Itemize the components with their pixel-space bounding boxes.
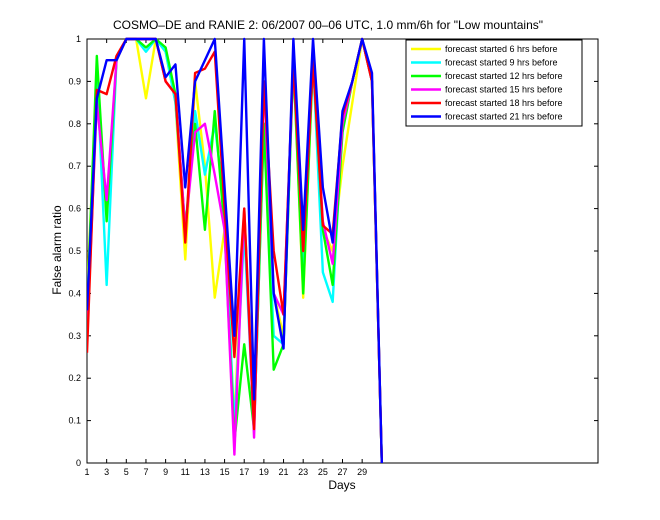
x-tick-label: 29 bbox=[357, 467, 367, 477]
x-tick-label: 23 bbox=[298, 467, 308, 477]
x-tick-label: 7 bbox=[143, 467, 148, 477]
legend-entry-label: forecast started 12 hrs before bbox=[445, 71, 563, 81]
chart-title: COSMO–DE and RANIE 2: 06/2007 00–06 UTC,… bbox=[113, 18, 543, 32]
legend-entry-label: forecast started 6 hrs before bbox=[445, 44, 558, 54]
x-axis-label: Days bbox=[328, 478, 355, 492]
legend-box bbox=[405, 39, 583, 127]
x-tick-label: 5 bbox=[124, 467, 129, 477]
series-lines bbox=[87, 37, 384, 463]
y-axis-label: False alarm ratio bbox=[50, 205, 64, 295]
y-tick-label: 0.8 bbox=[68, 119, 81, 129]
y-tick-label: 1 bbox=[76, 34, 81, 44]
legend-entry-label: forecast started 21 hrs before bbox=[445, 112, 563, 122]
y-tick-label: 0.3 bbox=[68, 331, 81, 341]
x-tick-label: 13 bbox=[200, 467, 210, 477]
x-tick-label: 9 bbox=[163, 467, 168, 477]
y-tick-label: 0.4 bbox=[68, 288, 81, 298]
y-tick-label: 0.7 bbox=[68, 161, 81, 171]
x-tick-label: 27 bbox=[337, 467, 347, 477]
x-tick-label: 11 bbox=[181, 467, 190, 477]
series-line-5 bbox=[87, 37, 384, 463]
legend-entry-label: forecast started 18 hrs before bbox=[445, 98, 563, 108]
y-tick-label: 0.2 bbox=[68, 373, 81, 383]
legend-entry-label: forecast started 15 hrs before bbox=[445, 85, 563, 95]
y-tick-label: 0 bbox=[76, 458, 81, 468]
legend-entry-label: forecast started 9 hrs before bbox=[445, 58, 558, 68]
y-tick-label: 0.5 bbox=[68, 246, 81, 256]
x-tick-label: 15 bbox=[220, 467, 230, 477]
x-tick-label: 17 bbox=[239, 467, 249, 477]
x-tick-label: 19 bbox=[259, 467, 269, 477]
legend: forecast started 6 hrs before forecast st… bbox=[405, 39, 583, 127]
y-tick-label: 0.1 bbox=[68, 416, 81, 426]
x-tick-label: 3 bbox=[104, 467, 109, 477]
y-tick-label: 0.9 bbox=[68, 76, 81, 86]
x-tick-label: 25 bbox=[318, 467, 328, 477]
x-tick-label: 1 bbox=[84, 467, 89, 477]
y-tick-label: 0.6 bbox=[68, 204, 81, 214]
x-tick-label: 21 bbox=[279, 467, 289, 477]
